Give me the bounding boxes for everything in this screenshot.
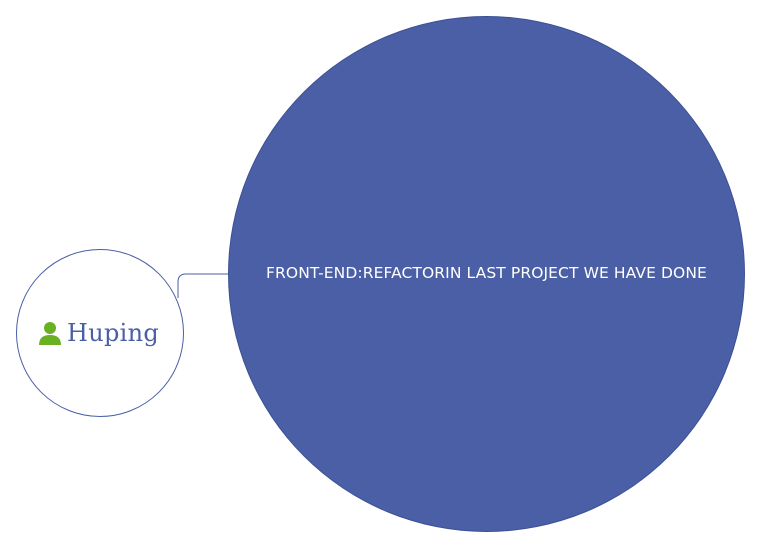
root-node[interactable]: Huping [16, 249, 184, 417]
root-node-label: Huping [66, 319, 160, 347]
topic-node[interactable]: FRONT-END:REFACTORIN LAST PROJECT WE HAV… [228, 16, 745, 532]
root-node-content: Huping [37, 319, 159, 347]
person-icon [38, 322, 61, 345]
topic-node-label: FRONT-END:REFACTORIN LAST PROJECT WE HAV… [266, 264, 707, 282]
